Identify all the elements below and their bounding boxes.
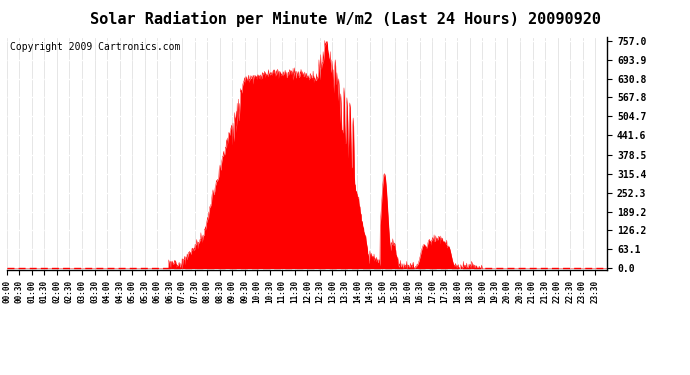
Text: Copyright 2009 Cartronics.com: Copyright 2009 Cartronics.com	[10, 42, 180, 52]
Text: Solar Radiation per Minute W/m2 (Last 24 Hours) 20090920: Solar Radiation per Minute W/m2 (Last 24…	[90, 11, 600, 27]
